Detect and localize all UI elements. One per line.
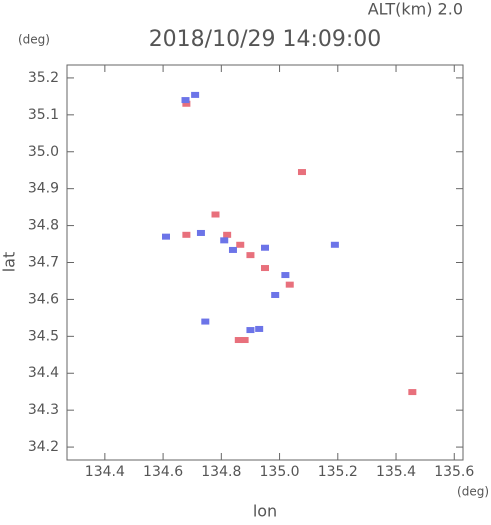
echo-point bbox=[246, 252, 255, 259]
y-tick-label: 34.6 bbox=[28, 291, 59, 307]
echo-point bbox=[261, 244, 269, 251]
y-unit: (deg) bbox=[18, 33, 50, 47]
echo-point bbox=[196, 229, 205, 236]
echo-point bbox=[246, 327, 255, 334]
x-unit: (deg) bbox=[457, 485, 489, 499]
x-tick-label: 135.2 bbox=[318, 464, 358, 480]
echo-point bbox=[255, 325, 264, 332]
y-tick-label: 35.2 bbox=[28, 70, 59, 86]
echo-point bbox=[281, 272, 290, 279]
y-tick-label: 35.1 bbox=[28, 107, 59, 123]
y-axis-label: lat bbox=[0, 252, 19, 273]
echo-point bbox=[285, 281, 294, 288]
echo-point bbox=[223, 231, 232, 238]
x-tick-label: 134.6 bbox=[143, 464, 183, 480]
echo-point bbox=[211, 211, 220, 218]
echo-point bbox=[191, 91, 200, 98]
y-tick-label: 34.7 bbox=[28, 255, 59, 271]
x-tick-label: 134.8 bbox=[201, 464, 241, 480]
y-tick-label: 34.8 bbox=[28, 218, 59, 234]
echo-point bbox=[330, 241, 339, 248]
plot-frame bbox=[66, 64, 464, 461]
x-tick-label: 135.0 bbox=[260, 464, 300, 480]
y-tick-label: 34.4 bbox=[28, 365, 59, 381]
echo-point bbox=[271, 291, 280, 298]
echo-point bbox=[181, 97, 190, 104]
x-tick-label: 135.4 bbox=[376, 464, 416, 480]
echo-point bbox=[261, 265, 269, 272]
echo-point bbox=[182, 100, 191, 107]
echo-point bbox=[228, 246, 237, 253]
echo-point bbox=[182, 231, 191, 238]
echo-point bbox=[220, 237, 229, 244]
altitude-label: ALT(km) 2.0 bbox=[368, 0, 463, 19]
y-tick-label: 34.2 bbox=[28, 439, 59, 455]
echo-point bbox=[408, 389, 417, 396]
x-tick-label: 135.6 bbox=[434, 464, 474, 480]
x-tick-label: 134.4 bbox=[85, 464, 125, 480]
echo-point bbox=[236, 241, 245, 248]
chart-title: 2018/10/29 14:09:00 bbox=[149, 27, 382, 52]
y-tick-label: 34.9 bbox=[28, 181, 59, 197]
y-tick-label: 34.5 bbox=[28, 328, 59, 344]
echo-point bbox=[234, 337, 243, 344]
echo-point bbox=[162, 233, 170, 240]
x-axis-label: lon bbox=[253, 502, 277, 521]
y-tick-label: 35.0 bbox=[28, 144, 59, 160]
echo-point bbox=[297, 169, 306, 176]
echo-point bbox=[201, 318, 210, 325]
echo-point bbox=[240, 337, 249, 344]
y-tick-label: 34.3 bbox=[28, 402, 59, 418]
